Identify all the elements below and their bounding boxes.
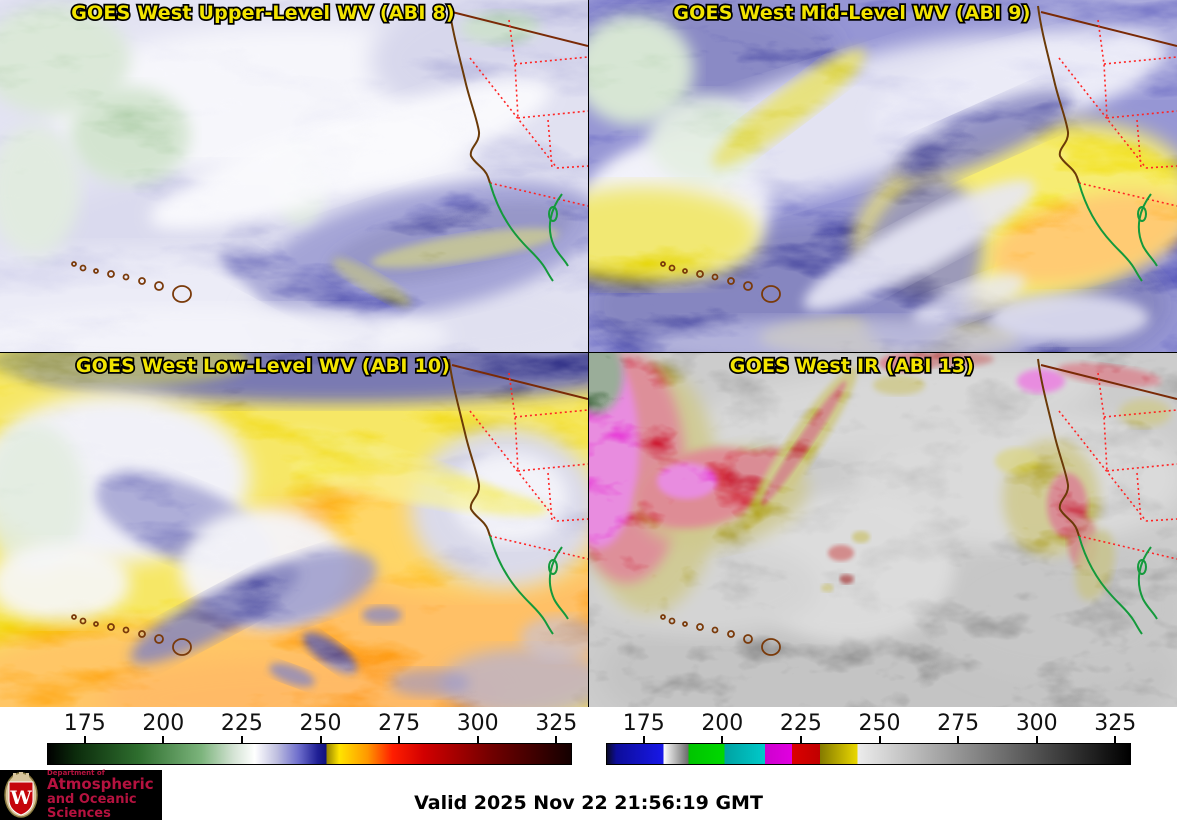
colorbar-tick-label: 325 xyxy=(1094,711,1137,736)
water-vapor-colorbar: 175 200 225 250 275 300 325 xyxy=(47,711,578,765)
colorbar-tick xyxy=(319,736,322,743)
ir-colorbar-gradient xyxy=(606,743,1131,765)
colorbar-tick-label: 200 xyxy=(142,711,185,736)
wv-colorbar-gradient xyxy=(47,743,572,765)
colorbar-tick xyxy=(240,736,243,743)
valid-timestamp: Valid 2025 Nov 22 21:56:19 GMT xyxy=(414,792,763,814)
colorbar-tick-label: 225 xyxy=(779,711,822,736)
colorbar-tick-label: 275 xyxy=(937,711,980,736)
svg-text:W: W xyxy=(9,787,32,809)
logo-dept-line: Department of xyxy=(47,768,105,777)
logo-atmospheric-line: Atmospheric xyxy=(47,775,154,794)
colorbar-tick xyxy=(555,736,558,743)
colorbar-tick-label: 225 xyxy=(220,711,263,736)
colorbar-tick-label: 175 xyxy=(63,711,106,736)
colorbar-tick xyxy=(642,736,645,743)
colorbar-tick-label: 200 xyxy=(701,711,744,736)
colorbar-tick xyxy=(957,736,960,743)
colorbar-tick xyxy=(799,736,802,743)
colorbar-tick xyxy=(162,736,165,743)
colorbar-tick-label: 175 xyxy=(622,711,665,736)
ir-colorbar: 175 200 225 250 275 300 325 xyxy=(606,711,1137,765)
logo-oceanic-line: and Oceanic Sciences xyxy=(47,791,137,820)
wv-colorbar-labels: 175 200 225 250 275 300 325 xyxy=(47,711,578,736)
panel-title-low-wv: GOES West Low-Level WV (ABI 10) xyxy=(76,355,450,377)
panel-title-upper-wv: GOES West Upper-Level WV (ABI 8) xyxy=(71,2,455,24)
panel-title-mid-wv: GOES West Mid-Level WV (ABI 9) xyxy=(673,2,1030,24)
panel-mid-level-wv: GOES West Mid-Level WV (ABI 9) xyxy=(589,0,1177,352)
colorbar-tick xyxy=(398,736,401,743)
colorbar-tick xyxy=(878,736,881,743)
colorbar-tick-label: 300 xyxy=(1015,711,1058,736)
panel-ir: GOES West IR (ABI 13) xyxy=(589,353,1177,707)
colorbar-tick-label: 250 xyxy=(299,711,342,736)
logo-text: Department of Atmospheric and Oceanic Sc… xyxy=(47,768,162,820)
panel-low-level-wv: GOES West Low-Level WV (ABI 10) xyxy=(0,353,588,707)
colorbar-tick-label: 250 xyxy=(858,711,901,736)
colorbar-tick xyxy=(1114,736,1117,743)
ir-colorbar-labels: 175 200 225 250 275 300 325 xyxy=(606,711,1137,736)
ir-colorbar-ticks xyxy=(606,736,1131,743)
panel-upper-level-wv: GOES West Upper-Level WV (ABI 8) xyxy=(0,0,588,352)
uw-aos-logo: W Department of Atmospheric and Oceanic … xyxy=(0,768,162,820)
colorbar-tick xyxy=(721,736,724,743)
colorbar-tick xyxy=(83,736,86,743)
uw-crest-icon: W xyxy=(4,772,38,818)
colorbar-tick-label: 300 xyxy=(456,711,499,736)
colorbar-tick xyxy=(476,736,479,743)
colorbar-tick xyxy=(1035,736,1038,743)
satellite-panels: GOES West Upper-Level WV (ABI 8) xyxy=(0,0,1177,707)
wv-colorbar-ticks xyxy=(47,736,572,743)
panel-title-ir: GOES West IR (ABI 13) xyxy=(730,355,974,377)
colorbar-tick-label: 275 xyxy=(378,711,421,736)
colorbar-tick-label: 325 xyxy=(535,711,578,736)
